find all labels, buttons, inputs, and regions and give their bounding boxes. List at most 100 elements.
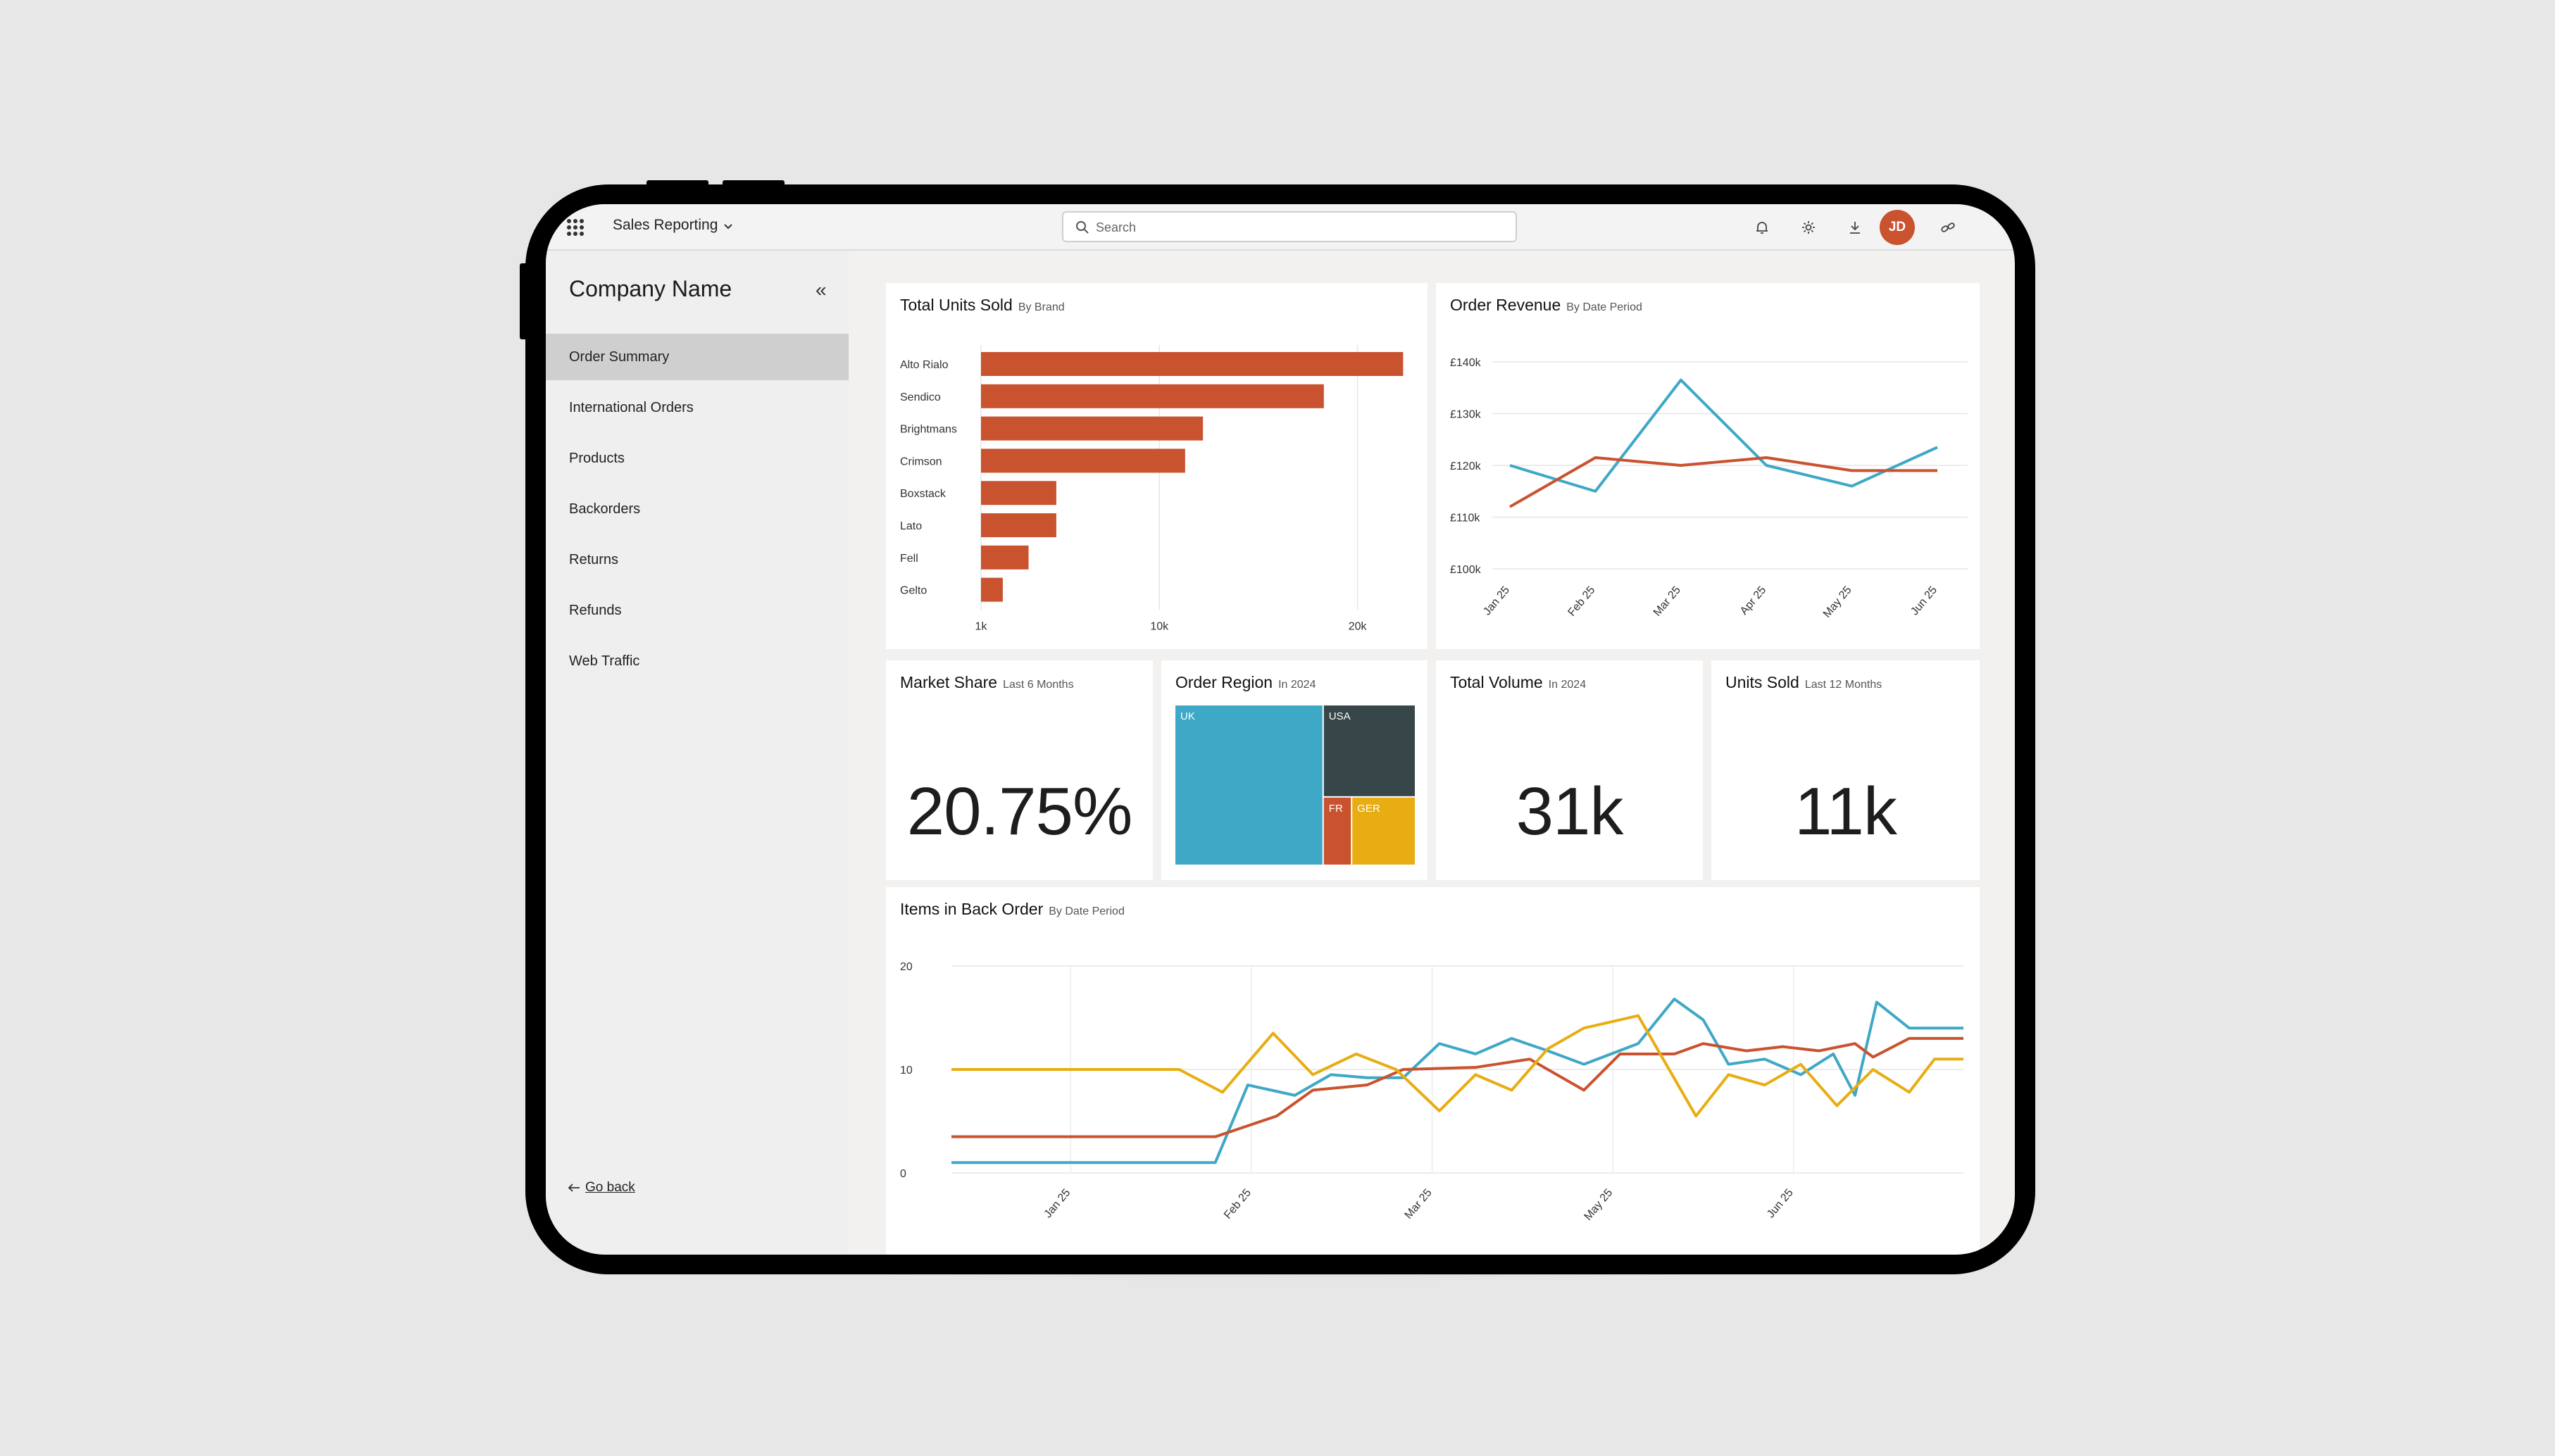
top-bar: Sales Reporting ? JD <box>546 204 2015 251</box>
treemap-label: FR <box>1329 803 1343 815</box>
bar <box>981 481 1056 506</box>
card-title: Order Region <box>1175 673 1273 691</box>
sidebar: Company Name « Order Summary Internation… <box>546 251 849 1255</box>
card-subtitle: By Date Period <box>1566 301 1642 313</box>
sidebar-item-refunds[interactable]: Refunds <box>569 602 622 618</box>
treemap-label: GER <box>1357 803 1380 815</box>
sidebar-item-backorders[interactable]: Backorders <box>569 501 641 517</box>
card-subtitle: Last 12 Months <box>1804 679 1882 691</box>
sidebar-item-returns[interactable]: Returns <box>569 551 619 567</box>
series-line <box>951 1014 1963 1118</box>
card-title: Total Units Sold <box>900 296 1013 314</box>
card-title-row: Total Units Sold By Brand <box>900 296 1065 315</box>
card-title-row: Units Sold Last 12 Months <box>1725 673 1882 692</box>
series-line <box>951 1036 1963 1138</box>
category-label: Boxstack <box>900 488 947 500</box>
sidebar-item-products[interactable]: Products <box>569 450 625 466</box>
card-order-region: Order Region In 2024 UK USA FR GER <box>1161 660 1428 880</box>
sidebar-item-web-traffic[interactable]: Web Traffic <box>569 653 640 669</box>
sidebar-item-international-orders[interactable]: International Orders <box>569 399 694 415</box>
x-tick-label: Mar 25 <box>1403 1187 1435 1222</box>
treemap-cell <box>1175 705 1323 865</box>
go-back-label: Go back <box>585 1180 635 1195</box>
card-title-row: Market Share Last 6 Months <box>900 673 1074 692</box>
order-region-treemap: UK USA FR GER <box>1175 705 1415 865</box>
collapse-sidebar-icon[interactable]: « <box>816 279 827 301</box>
x-tick-label: 10k <box>1150 620 1169 632</box>
x-tick-label: Mar 25 <box>1651 584 1683 619</box>
card-subtitle: By Date Period <box>1049 905 1125 917</box>
card-title: Market Share <box>900 673 998 691</box>
bar <box>981 416 1204 441</box>
bell-icon[interactable] <box>1751 217 1773 238</box>
treemap-label: UK <box>1180 710 1195 722</box>
link-icon[interactable] <box>1937 217 1959 238</box>
go-back-link[interactable]: Go back <box>567 1180 635 1195</box>
bar <box>981 513 1056 537</box>
order-revenue-chart: £100k £110k £120k £130k £140k Jan 25 Feb 25 Mar… <box>1450 357 1968 620</box>
series-line <box>951 998 1963 1165</box>
units-sold-value: 11k <box>1794 774 1897 849</box>
bar <box>981 577 1003 602</box>
x-tick-label: 20k <box>1349 620 1368 632</box>
sidebar-nav: Order Summary International Orders Produ… <box>546 334 849 689</box>
market-share-value: 20.75% <box>906 774 1133 849</box>
card-title: Order Revenue <box>1450 296 1561 314</box>
treemap-cell <box>1323 705 1415 796</box>
card-subtitle: In 2024 <box>1278 679 1316 691</box>
download-icon[interactable] <box>1844 217 1866 238</box>
apps-grid-icon[interactable] <box>567 219 584 236</box>
card-title-row: Order Region In 2024 <box>1175 673 1316 692</box>
search-icon <box>1076 221 1089 234</box>
tablet-screen: Sales Reporting ? JD Company Name « Orde… <box>546 204 2015 1255</box>
card-title: Total Volume <box>1450 673 1543 691</box>
x-tick-label: May 25 <box>1582 1187 1615 1223</box>
category-label: Crimson <box>900 456 942 467</box>
category-label: Gelto <box>900 585 927 597</box>
search-box[interactable] <box>1062 211 1517 242</box>
x-tick-label: Jun 25 <box>1765 1187 1796 1221</box>
sidebar-item-order-summary[interactable]: Order Summary <box>546 334 849 380</box>
x-tick-label: Feb 25 <box>1566 584 1597 619</box>
card-title: Items in Back Order <box>900 900 1044 918</box>
card-subtitle: Last 6 Months <box>1003 679 1074 691</box>
volume-down-button <box>723 180 785 187</box>
x-tick-label: May 25 <box>1821 584 1854 620</box>
bar <box>981 448 1185 473</box>
bar <box>981 352 1404 376</box>
category-label: Sendico <box>900 391 941 403</box>
card-subtitle: In 2024 <box>1548 679 1587 691</box>
y-tick-label: £130k <box>1450 409 1482 421</box>
x-tick-label: 1k <box>975 620 988 632</box>
bar <box>981 545 1029 570</box>
x-tick-label: Feb 25 <box>1222 1187 1254 1222</box>
y-tick-label: £120k <box>1450 460 1482 472</box>
series-line <box>1509 378 1938 493</box>
back-order-chart: 0 10 20 Jan 25 Feb 25 Mar 25 May 25 Jun 25 <box>900 961 1963 1223</box>
x-tick-label: Jan 25 <box>1481 584 1512 618</box>
card-subtitle: By Brand <box>1018 301 1065 313</box>
company-name: Company Name <box>569 276 732 301</box>
card-units-sold: Units Sold Last 12 Months 11k <box>1711 660 1980 880</box>
y-tick-label: 10 <box>900 1065 913 1077</box>
x-tick-label: Jun 25 <box>1909 584 1939 618</box>
y-tick-label: 0 <box>900 1168 906 1180</box>
card-market-share: Market Share Last 6 Months 20.75% <box>886 660 1153 880</box>
card-total-volume: Total Volume In 2024 31k <box>1436 660 1703 880</box>
y-tick-label: £110k <box>1450 513 1480 525</box>
arrow-left-icon <box>568 1184 580 1192</box>
app-switcher[interactable]: Sales Reporting <box>613 217 718 233</box>
chevron-down-icon[interactable] <box>722 220 735 232</box>
card-back-order: Items in Back Order By Date Period 0 10 20 J… <box>886 887 1980 1255</box>
card-title-row: Total Volume In 2024 <box>1450 673 1586 692</box>
card-order-revenue: Order Revenue By Date Period £100k £110k £1… <box>1436 283 1980 649</box>
total-volume-value: 31k <box>1516 774 1624 849</box>
search-input[interactable] <box>1096 217 1504 238</box>
card-title-row: Items in Back Order By Date Period <box>900 900 1125 919</box>
category-label: Alto Rialo <box>900 359 949 371</box>
gear-icon[interactable] <box>1798 217 1819 238</box>
y-tick-label: £100k <box>1450 564 1482 576</box>
card-title: Units Sold <box>1725 673 1799 691</box>
category-label: Brightmans <box>900 424 957 436</box>
user-avatar[interactable]: JD <box>1880 210 1915 245</box>
